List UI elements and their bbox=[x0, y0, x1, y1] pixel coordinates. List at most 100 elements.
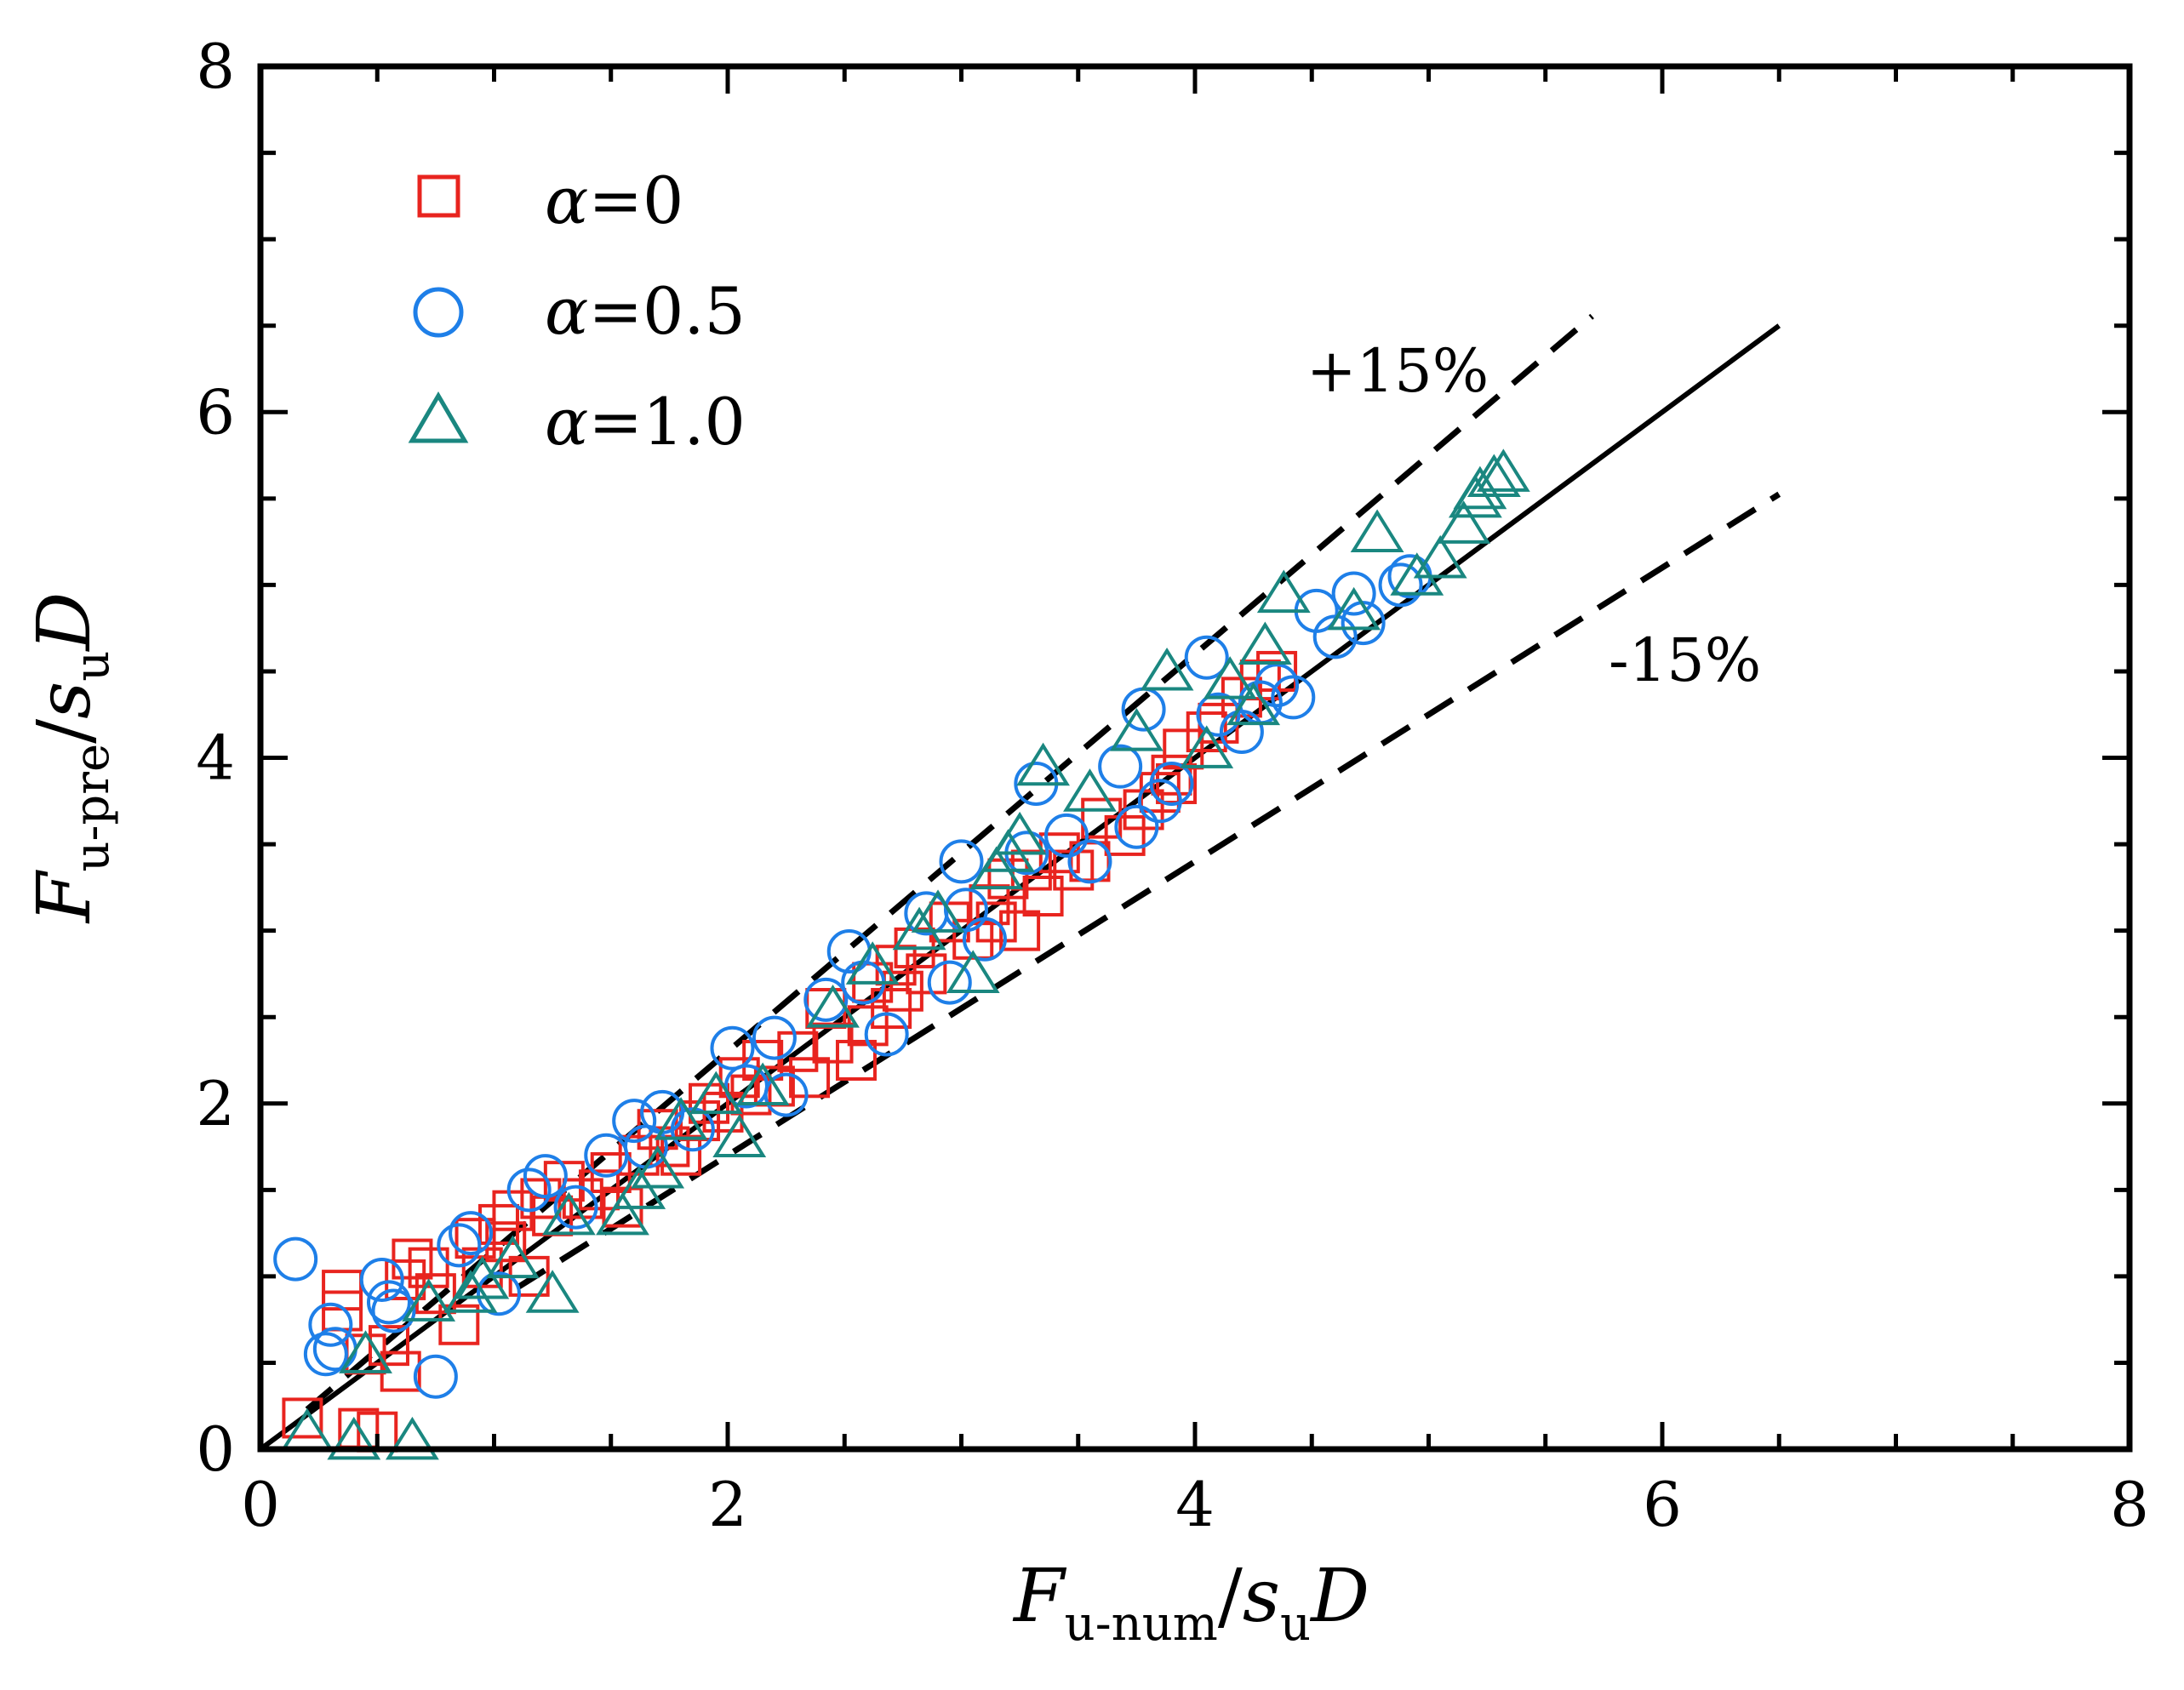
marker-circle bbox=[553, 1185, 598, 1230]
marker-triangle bbox=[443, 1270, 498, 1313]
y-title-s: s bbox=[22, 682, 107, 719]
marker-circle bbox=[763, 1072, 809, 1117]
x-title-s-sub: u bbox=[1280, 1596, 1311, 1652]
marker-circle bbox=[927, 960, 972, 1005]
marker-triangle bbox=[712, 1114, 767, 1157]
marker-triangle bbox=[1140, 647, 1194, 691]
x-title-sub: u-num bbox=[1065, 1596, 1218, 1652]
marker-circle bbox=[1098, 744, 1143, 789]
marker-square bbox=[408, 1247, 449, 1288]
marker-square bbox=[742, 1039, 784, 1081]
marker-triangle bbox=[525, 1270, 580, 1313]
y-tick-label: 8 bbox=[196, 31, 235, 102]
marker-triangle bbox=[1437, 500, 1491, 544]
marker-triangle bbox=[596, 1191, 649, 1236]
marker-triangle bbox=[946, 950, 1000, 993]
plus15-label: +15% bbox=[1306, 336, 1489, 406]
marker-circle bbox=[1271, 675, 1316, 720]
legend-label-alpha10: α=1.0 bbox=[545, 384, 746, 460]
marker-square bbox=[835, 1039, 877, 1081]
marker-triangle bbox=[1466, 454, 1521, 498]
marker-triangle bbox=[1476, 448, 1530, 492]
marker-triangle bbox=[892, 906, 946, 951]
reference-line-2 bbox=[516, 491, 1781, 1291]
marker-square bbox=[392, 1238, 433, 1280]
minus15-label: -15% bbox=[1609, 625, 1761, 695]
marker-circle bbox=[366, 1280, 411, 1325]
y-tick-label: 2 bbox=[196, 1068, 235, 1139]
marker-triangle bbox=[735, 1062, 790, 1106]
marker-circle bbox=[476, 1271, 521, 1316]
marker-square bbox=[999, 910, 1041, 951]
marker-circle bbox=[1184, 635, 1229, 680]
marker-circle bbox=[612, 1099, 657, 1144]
axis-ticks bbox=[258, 64, 2132, 1452]
y-axis-title: Fu-pre/suD bbox=[22, 592, 120, 925]
marker-circle bbox=[1255, 663, 1300, 708]
marker-circle bbox=[437, 1223, 482, 1268]
legend: α=0 α=0.5 α=1.0 bbox=[408, 163, 746, 460]
x-title-d: D bbox=[1309, 1554, 1369, 1639]
y-title-s-sub: u bbox=[65, 651, 120, 682]
marker-triangle bbox=[1256, 569, 1311, 614]
marker-triangle bbox=[1327, 586, 1381, 631]
marker-circle bbox=[962, 916, 1007, 962]
marker-square bbox=[1022, 876, 1064, 916]
legend-alpha-value: =1.0 bbox=[588, 384, 746, 460]
marker-square bbox=[730, 1074, 772, 1116]
marker-circle bbox=[1149, 761, 1194, 806]
legend-alpha-symbol: α bbox=[545, 163, 588, 238]
marker-triangle bbox=[845, 941, 900, 985]
x-tick-label: 4 bbox=[1175, 1469, 1215, 1540]
reference-line-1 bbox=[305, 313, 1594, 1412]
marker-square bbox=[485, 1221, 527, 1263]
x-tick-label: 2 bbox=[708, 1469, 747, 1540]
marker-triangle bbox=[1413, 534, 1467, 579]
marker-circle bbox=[1044, 813, 1089, 858]
marker-triangle bbox=[1063, 768, 1117, 812]
marker-triangle bbox=[541, 1191, 596, 1236]
legend-circle-marker bbox=[413, 287, 464, 338]
marker-triangle bbox=[486, 1235, 540, 1279]
y-tick-label: 6 bbox=[196, 376, 235, 448]
marker-triangle bbox=[385, 1416, 439, 1460]
legend-alpha-value: =0.5 bbox=[588, 273, 746, 349]
legend-alpha-symbol: α bbox=[545, 384, 588, 460]
marker-triangle bbox=[402, 1278, 456, 1322]
marker-square bbox=[368, 1325, 409, 1367]
marker-circle bbox=[864, 1012, 909, 1057]
marker-triangle bbox=[1203, 656, 1257, 699]
y-tick-label: 4 bbox=[196, 722, 235, 794]
marker-circle bbox=[523, 1154, 568, 1199]
marker-circle bbox=[273, 1236, 318, 1282]
marker-triangle bbox=[992, 811, 1047, 855]
x-title-s: s bbox=[1243, 1554, 1280, 1639]
marker-triangle bbox=[1180, 725, 1234, 768]
marker-square bbox=[906, 953, 947, 995]
marker-circle bbox=[939, 839, 984, 884]
marker-square bbox=[789, 1057, 831, 1099]
marker-triangle bbox=[1109, 708, 1163, 751]
marker-circle bbox=[1378, 562, 1423, 608]
marker-circle bbox=[449, 1211, 494, 1256]
marker-circle bbox=[1331, 571, 1376, 616]
marker-circle bbox=[1114, 804, 1159, 849]
axis-tick-labels: 0 2 4 6 8 0 2 4 6 8 bbox=[196, 31, 2149, 1540]
x-tick-label: 8 bbox=[2110, 1469, 2149, 1540]
marker-circle bbox=[506, 1168, 552, 1213]
legend-label-alpha05: α=0.5 bbox=[545, 273, 746, 349]
marker-circle bbox=[1196, 692, 1241, 737]
legend-triangle-marker bbox=[408, 391, 469, 443]
marker-triangle bbox=[1238, 621, 1292, 665]
marker-triangle bbox=[1448, 474, 1502, 518]
marker-square bbox=[415, 1273, 456, 1315]
legend-alpha-value: =0 bbox=[588, 163, 683, 238]
marker-triangle bbox=[327, 1416, 381, 1460]
marker-triangle bbox=[911, 889, 965, 933]
marker-triangle bbox=[1226, 682, 1281, 726]
marker-circle bbox=[303, 1332, 348, 1377]
marker-circle bbox=[710, 1025, 755, 1071]
marker-circle bbox=[371, 1288, 416, 1333]
marker-circle bbox=[1067, 839, 1112, 884]
